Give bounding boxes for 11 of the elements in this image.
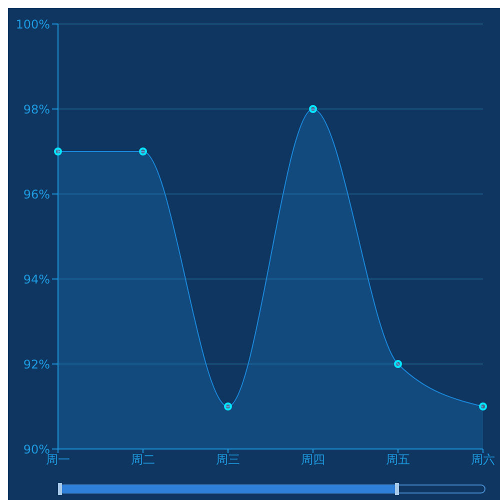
y-tick-label: 94% (23, 272, 50, 286)
y-tick-label: 92% (23, 357, 50, 372)
x-tick-label: 周六 (471, 452, 495, 467)
y-tick-label: 98% (23, 102, 50, 116)
x-tick-label: 周二 (131, 452, 155, 467)
y-tick-label: 100% (16, 17, 50, 32)
x-tick-label: 周四 (301, 452, 325, 467)
x-tick-label: 周一 (46, 452, 70, 467)
y-tick-label: 96% (23, 187, 50, 202)
x-tick-label: 周三 (216, 452, 240, 467)
x-tick-label: 周五 (386, 452, 410, 467)
